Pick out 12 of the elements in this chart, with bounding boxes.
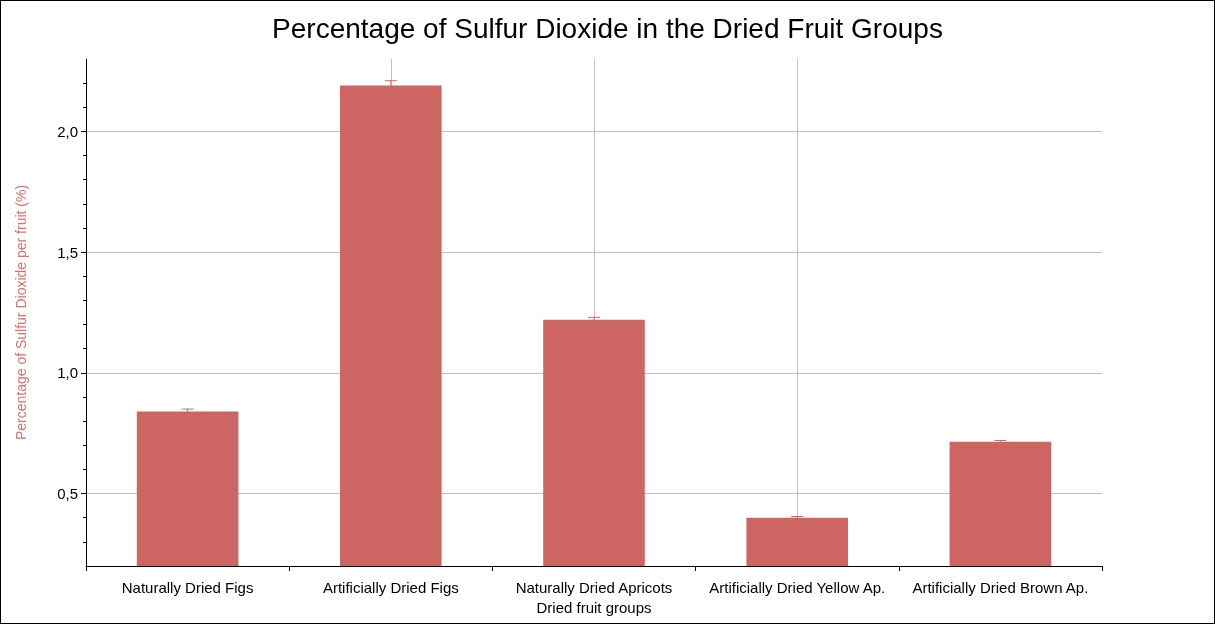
x-tick-label: Artificially Dried Figs: [322, 579, 459, 596]
chart-title: Percentage of Sulfur Dioxide in the Dried Fruit Groups: [272, 12, 943, 44]
x-tick-label: Artificially Dried Yellow Ap.: [709, 579, 886, 596]
y-tick-label: 0,5: [57, 485, 78, 503]
y-tick-label: 1,0: [57, 364, 78, 382]
y-tick-label: 1,5: [57, 243, 78, 261]
y-axis-title: Percentage of Sulfur Dioxide per fruit (%): [13, 184, 29, 441]
x-tick-label: Artificially Dried Brown Ap.: [912, 579, 1089, 596]
x-tick-label: Naturally Dried Figs: [121, 579, 254, 596]
x-tick-label: Naturally Dried Apricots: [515, 579, 673, 596]
x-axis-title: Dried fruit groups: [536, 598, 652, 616]
y-tick-label: 2,0: [57, 122, 78, 140]
